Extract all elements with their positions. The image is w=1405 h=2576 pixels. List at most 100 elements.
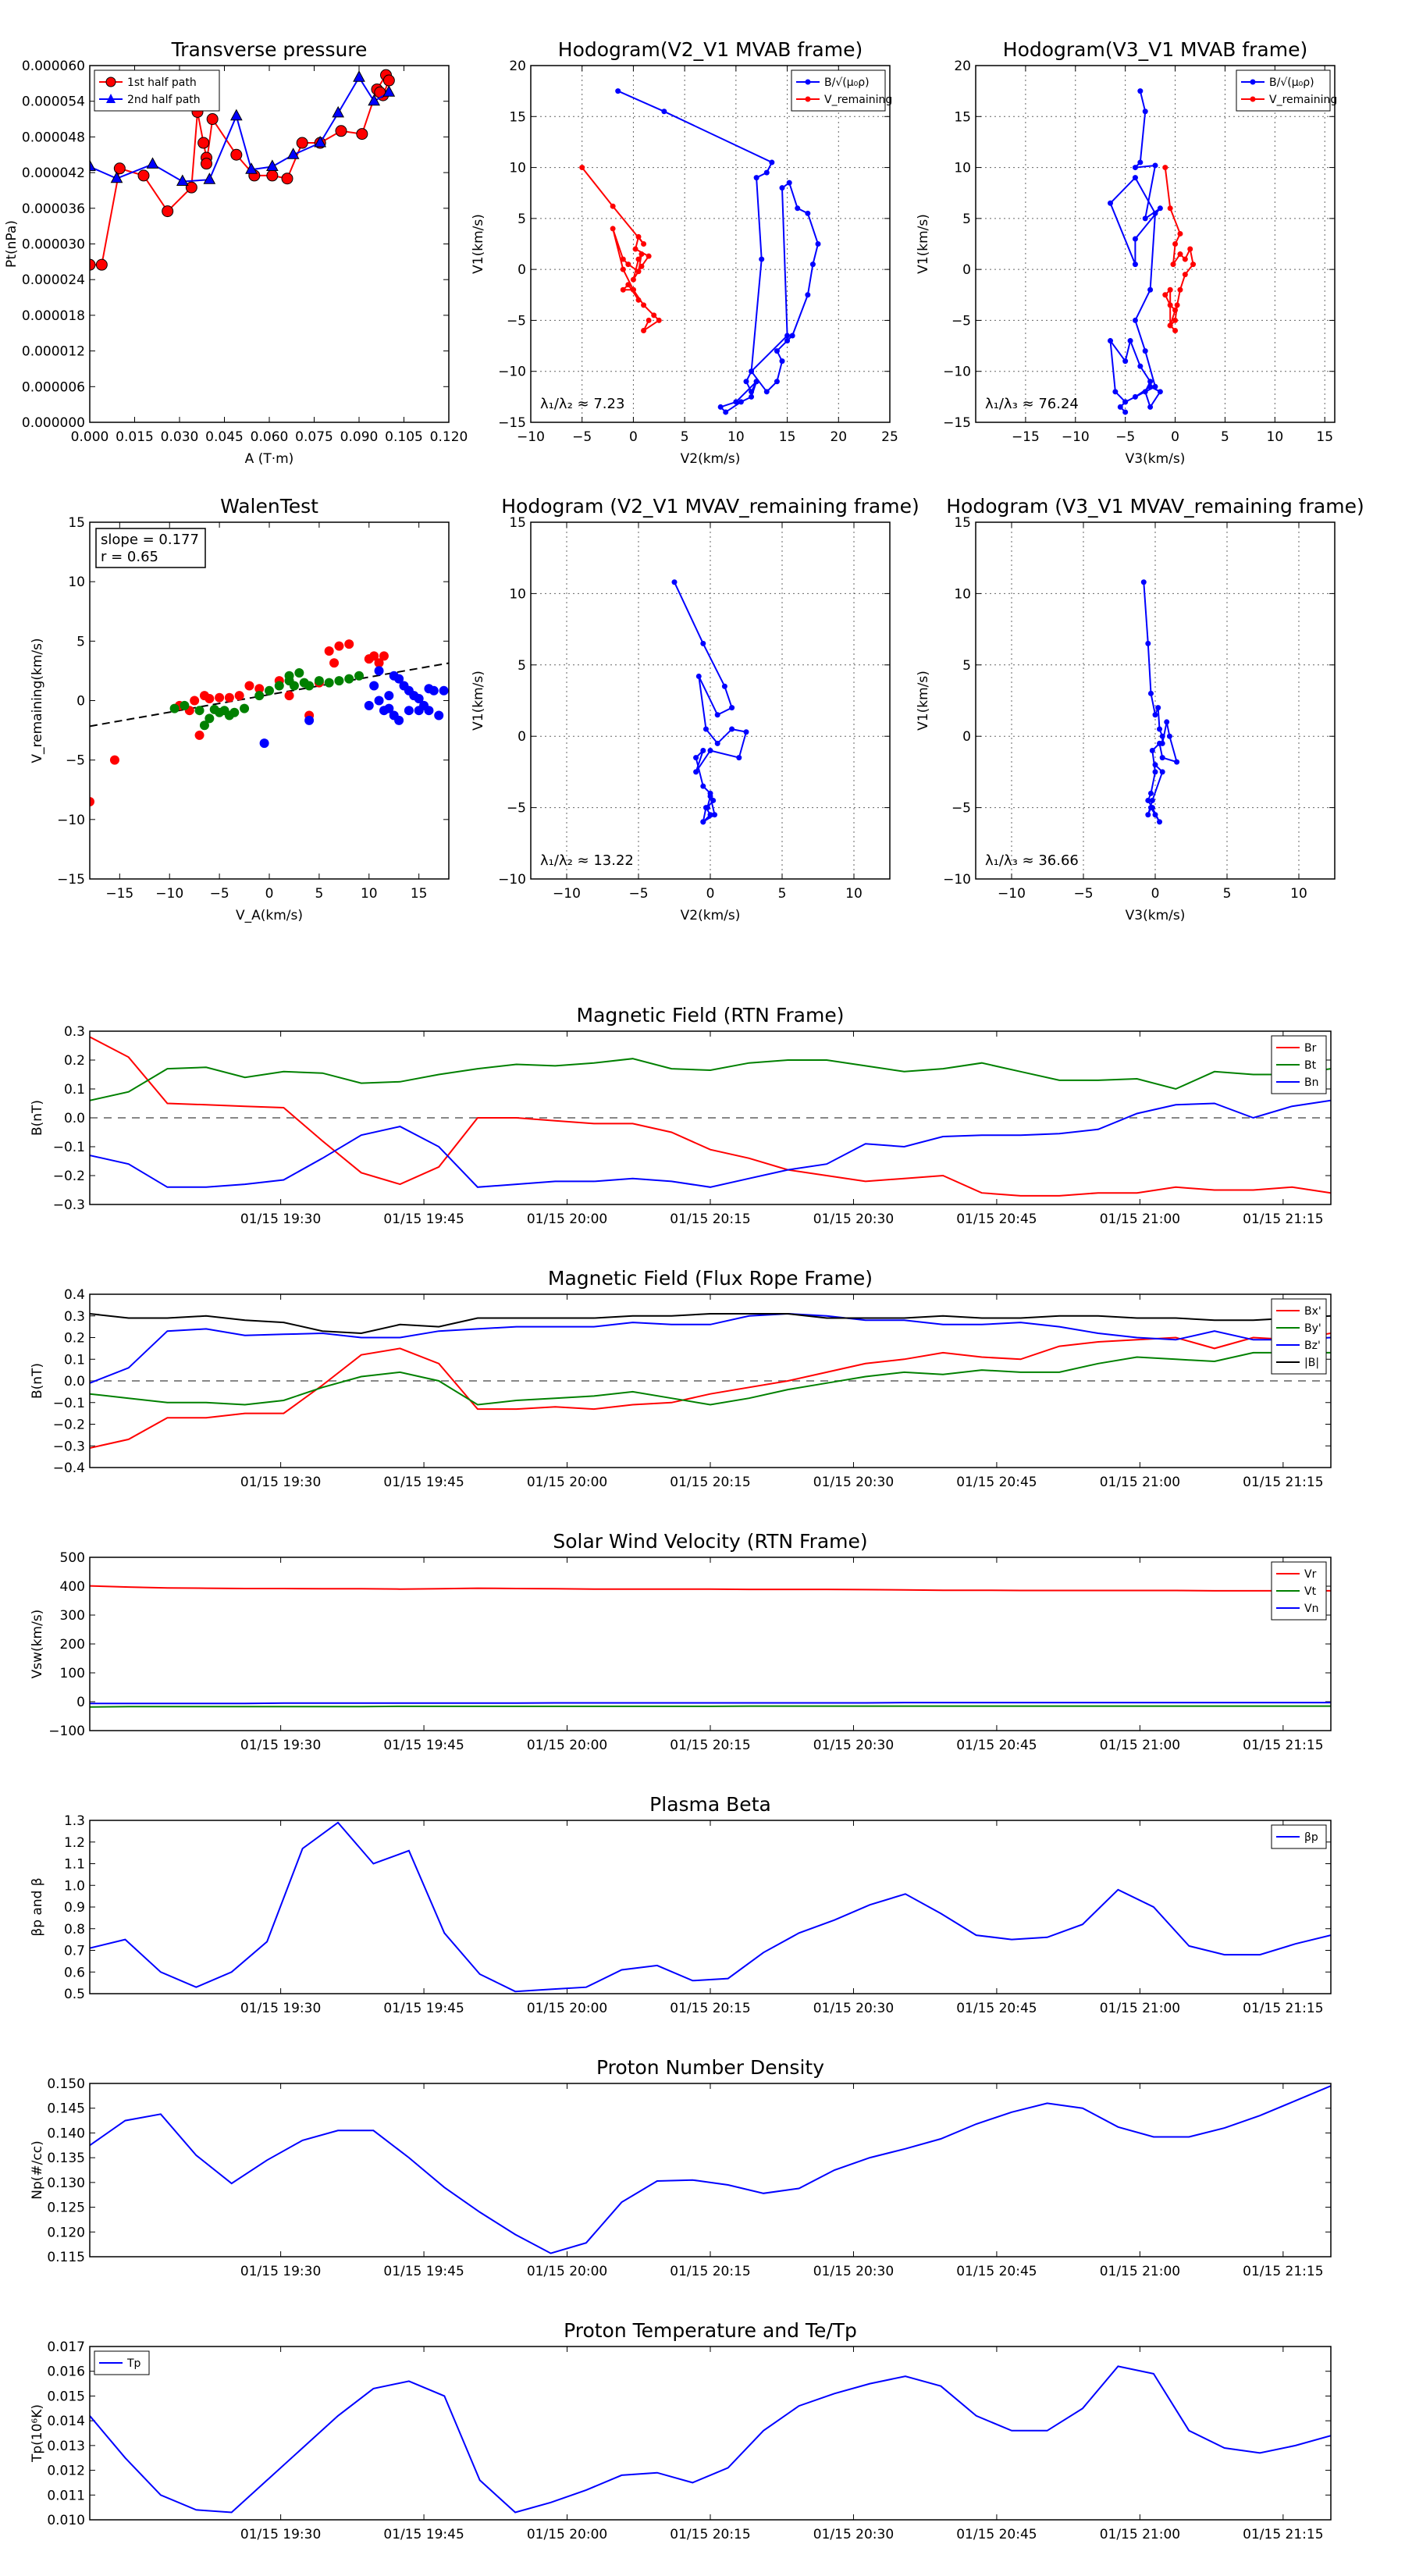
x-tick-label: −15 <box>1012 429 1040 445</box>
data-point <box>579 165 585 171</box>
x-tick-label: 0.105 <box>385 429 423 445</box>
data-point <box>753 175 759 181</box>
y-tick-label: 0 <box>962 262 971 278</box>
y-axis-label: V1(km/s) <box>916 671 931 731</box>
x-tick-label: 01/15 20:30 <box>813 2001 894 2016</box>
data-point <box>779 358 785 365</box>
plot-area <box>579 88 821 415</box>
data-point <box>215 692 225 703</box>
x-tick-label: 01/15 19:45 <box>383 1212 464 1227</box>
y-tick-label: −0.1 <box>53 1140 85 1155</box>
data-point <box>1132 165 1138 171</box>
data-point <box>712 812 718 818</box>
plot-area <box>1140 579 1180 825</box>
data-point <box>190 696 200 706</box>
chart-hodogram_v2_v1_mvab: Hodogram(V2_V1 MVAB frame)−15−10−5051015… <box>471 38 898 467</box>
data-point <box>786 180 792 186</box>
x-tick-label: 01/15 21:00 <box>1100 2527 1180 2542</box>
y-tick-label: 1.1 <box>64 1857 85 1873</box>
data-point <box>700 640 706 646</box>
x-tick-label: 01/15 19:30 <box>240 1738 321 1753</box>
x-tick-label: −10 <box>517 429 545 445</box>
data-point <box>384 703 394 713</box>
data-point <box>1152 712 1158 718</box>
y-axis-label: B(nT) <box>30 1363 45 1399</box>
data-point <box>1147 286 1154 293</box>
series-bn-line <box>90 1099 1331 1188</box>
data-point <box>1142 109 1148 115</box>
y-tick-label: 200 <box>60 1637 85 1653</box>
plot-area <box>90 69 396 271</box>
data-point <box>749 393 755 400</box>
y-tick-label: 20 <box>509 59 526 74</box>
y-tick-label: 400 <box>60 1579 85 1595</box>
x-tick-label: 01/15 20:30 <box>813 1475 894 1490</box>
plot-area <box>90 1821 1331 1993</box>
data-point <box>733 399 739 405</box>
plot-frame <box>89 2083 1332 2258</box>
y-axis-label: βp and β <box>30 1877 45 1936</box>
data-point <box>110 171 123 183</box>
data-point <box>1147 379 1154 385</box>
data-point <box>324 646 334 656</box>
x-tick-label: 01/15 21:00 <box>1100 2264 1180 2279</box>
y-tick-label: 10 <box>954 161 971 176</box>
x-tick-label: 01/15 20:45 <box>956 2001 1037 2016</box>
data-point <box>1137 363 1144 369</box>
y-tick-label: −10 <box>943 365 971 380</box>
data-point <box>1145 797 1151 803</box>
x-tick-label: 0.045 <box>205 429 244 445</box>
data-point <box>729 726 735 732</box>
data-point <box>774 379 780 385</box>
data-point <box>763 389 770 395</box>
y-tick-label: 0.2 <box>64 1331 85 1347</box>
plot-frame <box>89 2346 1332 2521</box>
data-point <box>296 137 308 149</box>
legend-label: Vn <box>1304 1603 1318 1615</box>
legend-label: βp <box>1304 1831 1318 1844</box>
y-tick-label: −10 <box>498 365 526 380</box>
x-tick-label: 0.030 <box>161 429 199 445</box>
data-point <box>344 674 354 684</box>
x-tick-label: 0 <box>706 886 715 902</box>
legend-label: Vr <box>1304 1568 1317 1581</box>
data-point <box>1122 358 1129 365</box>
data-point <box>717 404 724 410</box>
plot-frame <box>89 1557 1332 1731</box>
data-point <box>244 681 254 691</box>
data-point <box>630 276 636 283</box>
data-point <box>335 125 347 137</box>
stats-box <box>95 528 206 568</box>
x-tick-label: 5 <box>1221 429 1229 445</box>
x-tick-label: 01/15 19:30 <box>240 2527 321 2542</box>
data-point <box>1142 389 1148 395</box>
y-tick-label: 20 <box>954 59 971 74</box>
data-point <box>169 703 180 713</box>
legend-label: V_remaining <box>824 94 892 106</box>
plot-frame <box>89 1293 1332 1468</box>
y-tick-label: 0.0 <box>64 1374 85 1389</box>
data-point <box>374 658 384 668</box>
data-point <box>229 109 243 121</box>
series-v-remaining-line <box>581 166 660 333</box>
x-tick-label: 01/15 20:45 <box>956 1475 1037 1490</box>
y-tick-label: 0.010 <box>47 2513 85 2528</box>
data-point <box>95 258 108 271</box>
data-point <box>1152 812 1158 818</box>
x-axis-label: V3(km/s) <box>1126 451 1186 467</box>
series-b--line <box>1109 91 1161 413</box>
y-tick-label: 0.000054 <box>22 94 85 110</box>
x-tick-label: 15 <box>1316 429 1333 445</box>
x-tick-label: 0.000 <box>71 429 109 445</box>
chart-title: Solar Wind Velocity (RTN Frame) <box>553 1530 867 1553</box>
x-tick-label: 01/15 20:15 <box>670 1738 750 1753</box>
data-point <box>1172 317 1179 323</box>
plot-frame <box>975 521 1336 880</box>
data-point <box>1132 317 1138 323</box>
x-tick-label: 01/15 21:15 <box>1243 1475 1323 1490</box>
data-point <box>234 691 244 701</box>
data-point <box>710 797 717 803</box>
y-tick-label: 0.6 <box>64 1965 85 1980</box>
data-point <box>162 205 174 218</box>
data-point <box>369 651 379 661</box>
